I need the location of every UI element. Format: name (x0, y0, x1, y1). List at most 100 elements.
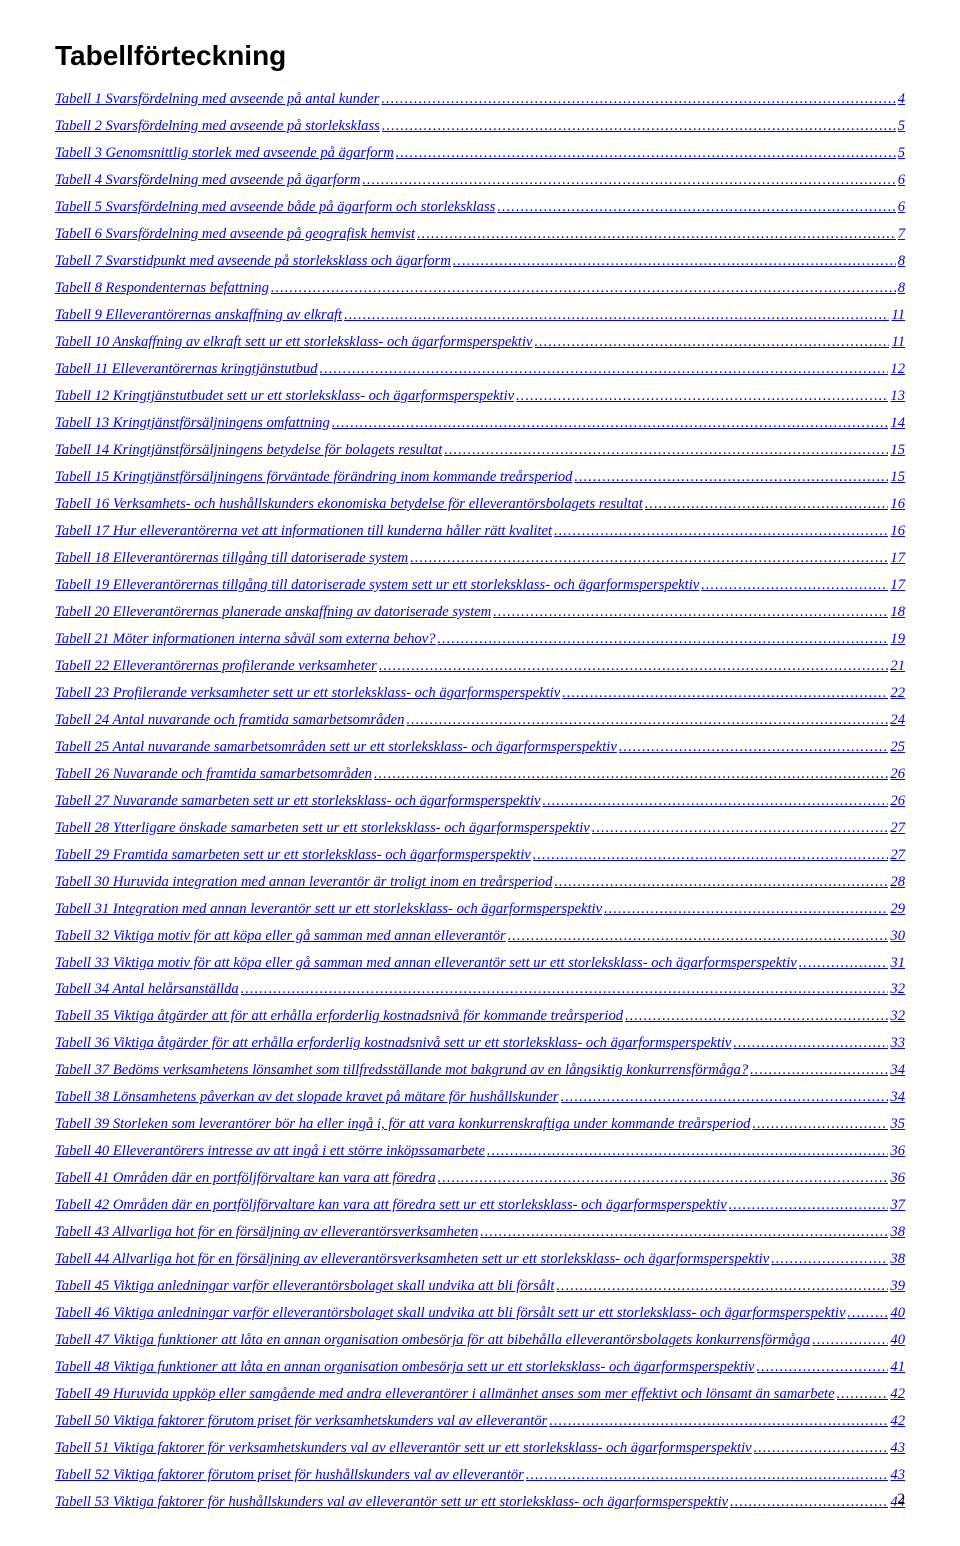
toc-entry-label: Tabell 8 Respondenternas befattning (55, 275, 269, 302)
toc-leader-dots (771, 1246, 888, 1273)
toc-entry-page: 43 (890, 1462, 905, 1489)
toc-leader-dots (729, 1192, 889, 1219)
toc-link[interactable]: Tabell 17 Hur elleverantörerna vet att i… (55, 518, 905, 545)
toc-leader-dots (757, 1354, 889, 1381)
toc-link[interactable]: Tabell 42 Områden där en portföljförvalt… (55, 1192, 905, 1219)
toc-link[interactable]: Tabell 41 Områden där en portföljförvalt… (55, 1165, 905, 1192)
toc-link[interactable]: Tabell 18 Elleverantörernas tillgång til… (55, 545, 905, 572)
toc-entry-label: Tabell 36 Viktiga åtgärder för att erhål… (55, 1030, 731, 1057)
toc-link[interactable]: Tabell 30 Huruvida integration med annan… (55, 869, 905, 896)
toc-link[interactable]: Tabell 9 Elleverantörernas anskaffning a… (55, 302, 905, 329)
toc-link[interactable]: Tabell 1 Svarsfördelning med avseende på… (55, 86, 905, 113)
toc-link[interactable]: Tabell 12 Kringtjänstutbudet sett ur ett… (55, 383, 905, 410)
toc-link[interactable]: Tabell 39 Storleken som leverantörer bör… (55, 1111, 905, 1138)
toc-link[interactable]: Tabell 29 Framtida samarbeten sett ur et… (55, 842, 905, 869)
toc-entry-page: 17 (890, 545, 905, 572)
toc-entry-page: 36 (890, 1138, 905, 1165)
toc-link[interactable]: Tabell 22 Elleverantörernas profilerande… (55, 653, 905, 680)
toc-link[interactable]: Tabell 38 Lönsamhetens påverkan av det s… (55, 1084, 905, 1111)
toc-entry-label: Tabell 41 Områden där en portföljförvalt… (55, 1165, 436, 1192)
toc-link[interactable]: Tabell 24 Antal nuvarande och framtida s… (55, 707, 905, 734)
toc-leader-dots (733, 1030, 888, 1057)
toc-entry-page: 5 (898, 140, 905, 167)
toc-entry-label: Tabell 19 Elleverantörernas tillgång til… (55, 572, 699, 599)
toc-link[interactable]: Tabell 50 Viktiga faktorer förutom prise… (55, 1408, 905, 1435)
toc-link[interactable]: Tabell 36 Viktiga åtgärder för att erhål… (55, 1030, 905, 1057)
toc-link[interactable]: Tabell 43 Allvarliga hot för en försäljn… (55, 1219, 905, 1246)
toc-entry-page: 11 (891, 302, 905, 329)
toc-entry-page: 25 (890, 734, 905, 761)
toc-entry-label: Tabell 48 Viktiga funktioner att låta en… (55, 1354, 755, 1381)
toc-entry-label: Tabell 30 Huruvida integration med annan… (55, 869, 552, 896)
toc-link[interactable]: Tabell 6 Svarsfördelning med avseende på… (55, 221, 905, 248)
toc-link[interactable]: Tabell 11 Elleverantörernas kringtjänstu… (55, 356, 905, 383)
toc-link[interactable]: Tabell 4 Svarsfördelning med avseende på… (55, 167, 905, 194)
toc-entry-label: Tabell 37 Bedöms verksamhetens lönsamhet… (55, 1057, 748, 1084)
toc-link[interactable]: Tabell 40 Elleverantörers intresse av at… (55, 1138, 905, 1165)
toc-link[interactable]: Tabell 49 Huruvida uppköp eller samgåend… (55, 1381, 905, 1408)
toc-link[interactable]: Tabell 26 Nuvarande och framtida samarbe… (55, 761, 905, 788)
toc-link[interactable]: Tabell 25 Antal nuvarande samarbetsområd… (55, 734, 905, 761)
toc-link[interactable]: Tabell 10 Anskaffning av elkraft sett ur… (55, 329, 905, 356)
toc-link[interactable]: Tabell 23 Profilerande verksamheter sett… (55, 680, 905, 707)
toc-entry-page: 28 (890, 869, 905, 896)
toc-link[interactable]: Tabell 52 Viktiga faktorer förutom prise… (55, 1462, 905, 1489)
toc-entry-page: 12 (890, 356, 905, 383)
toc-leader-dots (437, 626, 888, 653)
toc-link[interactable]: Tabell 46 Viktiga anledningar varför ell… (55, 1300, 905, 1327)
toc-entry-label: Tabell 6 Svarsfördelning med avseende på… (55, 221, 415, 248)
toc-entry-label: Tabell 17 Hur elleverantörerna vet att i… (55, 518, 552, 545)
toc-link[interactable]: Tabell 48 Viktiga funktioner att låta en… (55, 1354, 905, 1381)
toc-leader-dots (799, 950, 889, 977)
toc-link[interactable]: Tabell 51 Viktiga faktorer för verksamhe… (55, 1435, 905, 1462)
toc-link[interactable]: Tabell 21 Möter informationen interna så… (55, 626, 905, 653)
page-title: Tabellförteckning (55, 40, 905, 72)
toc-leader-dots (837, 1381, 889, 1408)
toc-entry-label: Tabell 28 Ytterligare önskade samarbeten… (55, 815, 590, 842)
toc-entry-page: 26 (890, 761, 905, 788)
toc-link[interactable]: Tabell 47 Viktiga funktioner att låta en… (55, 1327, 905, 1354)
toc-entry-page: 32 (890, 1003, 905, 1030)
toc-link[interactable]: Tabell 32 Viktiga motiv för att köpa ell… (55, 923, 905, 950)
toc-leader-dots (592, 815, 889, 842)
toc-link[interactable]: Tabell 19 Elleverantörernas tillgång til… (55, 572, 905, 599)
toc-link[interactable]: Tabell 15 Kringtjänstförsäljningens förv… (55, 464, 905, 491)
toc-entry-label: Tabell 12 Kringtjänstutbudet sett ur ett… (55, 383, 514, 410)
toc-link[interactable]: Tabell 31 Integration med annan leverant… (55, 896, 905, 923)
toc-entry-label: Tabell 49 Huruvida uppköp eller samgåend… (55, 1381, 835, 1408)
toc-leader-dots (379, 653, 889, 680)
toc-entry-label: Tabell 22 Elleverantörernas profilerande… (55, 653, 377, 680)
toc-entry-page: 34 (890, 1057, 905, 1084)
toc-link[interactable]: Tabell 53 Viktiga faktorer för hushållsk… (55, 1489, 905, 1516)
toc-entry-label: Tabell 16 Verksamhets- och hushållskunde… (55, 491, 643, 518)
toc-leader-dots (241, 976, 889, 1003)
toc-link[interactable]: Tabell 35 Viktiga åtgärder att för att e… (55, 1003, 905, 1030)
toc-leader-dots (374, 761, 889, 788)
toc-entry-page: 36 (890, 1165, 905, 1192)
toc-link[interactable]: Tabell 28 Ytterligare önskade samarbeten… (55, 815, 905, 842)
toc-link[interactable]: Tabell 3 Genomsnittlig storlek med avsee… (55, 140, 905, 167)
toc-link[interactable]: Tabell 34 Antal helårsanställda32 (55, 976, 905, 1003)
toc-entry-label: Tabell 21 Möter informationen interna så… (55, 626, 435, 653)
toc-link[interactable]: Tabell 5 Svarsfördelning med avseende bå… (55, 194, 905, 221)
toc-link[interactable]: Tabell 8 Respondenternas befattning8 (55, 275, 905, 302)
toc-link[interactable]: Tabell 20 Elleverantörernas planerade an… (55, 599, 905, 626)
toc-entry-page: 14 (890, 410, 905, 437)
toc-leader-dots (526, 1462, 889, 1489)
toc-link[interactable]: Tabell 13 Kringtjänstförsäljningens omfa… (55, 410, 905, 437)
toc-link[interactable]: Tabell 16 Verksamhets- och hushållskunde… (55, 491, 905, 518)
toc-entry-page: 4 (898, 86, 905, 113)
toc-link[interactable]: Tabell 27 Nuvarande samarbeten sett ur e… (55, 788, 905, 815)
toc-entry-page: 8 (898, 248, 905, 275)
toc-leader-dots (417, 221, 896, 248)
toc-link[interactable]: Tabell 33 Viktiga motiv för att köpa ell… (55, 950, 905, 977)
toc-link[interactable]: Tabell 14 Kringtjänstförsäljningens bety… (55, 437, 905, 464)
toc-link[interactable]: Tabell 37 Bedöms verksamhetens lönsamhet… (55, 1057, 905, 1084)
toc-link[interactable]: Tabell 7 Svarstidpunkt med avseende på s… (55, 248, 905, 275)
toc-link[interactable]: Tabell 44 Allvarliga hot för en försäljn… (55, 1246, 905, 1273)
toc-entry-label: Tabell 40 Elleverantörers intresse av at… (55, 1138, 485, 1165)
toc-entry-label: Tabell 1 Svarsfördelning med avseende på… (55, 86, 379, 113)
toc-link[interactable]: Tabell 45 Viktiga anledningar varför ell… (55, 1273, 905, 1300)
toc-entry-page: 11 (891, 329, 905, 356)
toc-link[interactable]: Tabell 2 Svarsfördelning med avseende på… (55, 113, 905, 140)
